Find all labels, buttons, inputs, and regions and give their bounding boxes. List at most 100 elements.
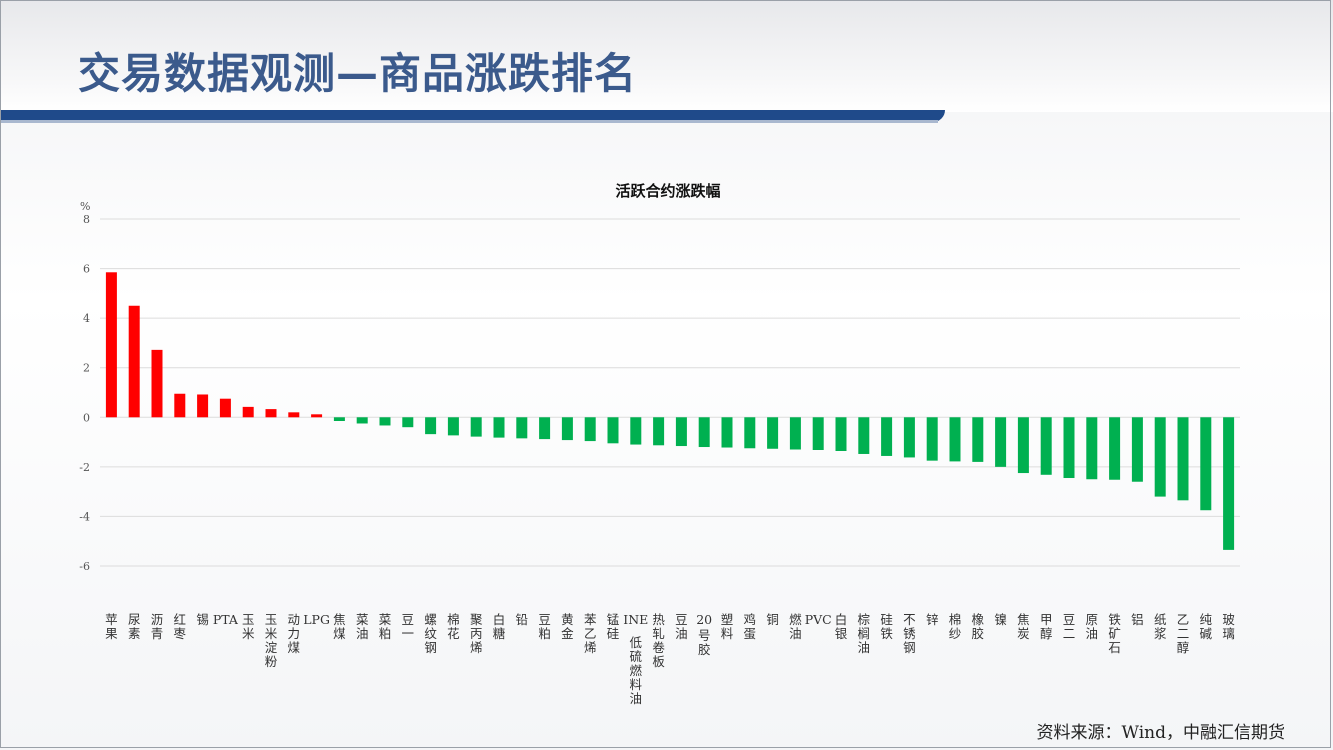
bar (767, 417, 779, 449)
category-label: 红枣 (174, 612, 187, 641)
bar (1017, 417, 1029, 474)
category-label: 热轧卷板 (652, 612, 665, 669)
category-label: 菜油 (356, 612, 369, 641)
bar (903, 417, 915, 458)
bar (539, 417, 551, 440)
category-label: 动力煤 (288, 612, 301, 655)
category-label: 不锈钢 (903, 612, 916, 655)
page-title: 交易数据观测—商品涨跌排名 (78, 49, 638, 98)
category-label: 玉米淀粉 (265, 612, 278, 669)
category-label: 苹果 (105, 612, 118, 641)
bar (265, 409, 277, 418)
category-label: 沥青 (151, 612, 164, 641)
category-label: 螺纹钢 (424, 612, 437, 655)
bar (379, 417, 391, 426)
y-tick-label: 0 (83, 411, 90, 424)
y-axis-unit-label: % (80, 200, 90, 213)
category-label: 乙二醇 (1177, 612, 1190, 655)
category-label: 菜粕 (379, 612, 392, 641)
category-label: 尿素 (128, 612, 141, 641)
category-label: 豆油 (675, 612, 688, 641)
bar (151, 349, 163, 418)
bar (516, 417, 528, 439)
data-source-note: 资料来源：Wind，中融汇信期货 (1036, 723, 1285, 743)
bar (1040, 417, 1052, 475)
category-label: LPG (303, 612, 330, 627)
y-tick-label: 6 (83, 263, 90, 276)
bar (698, 417, 710, 448)
category-label: 锰硅 (607, 612, 620, 641)
category-label: 豆一 (402, 612, 415, 641)
category-label: 铅 (516, 612, 529, 627)
category-label: 玉米 (242, 612, 255, 641)
bar (858, 417, 870, 454)
bar (949, 417, 961, 462)
bar (1063, 417, 1075, 479)
y-tick-label: -2 (79, 461, 90, 474)
bar (561, 417, 573, 441)
bar (1200, 417, 1212, 511)
category-label: 豆二 (1063, 612, 1076, 641)
bar (972, 417, 984, 462)
y-axis-ticks: 8 6 4 2 0 -2 -4 -6 (79, 213, 90, 573)
bar (721, 417, 733, 448)
bar (197, 394, 209, 418)
header-background (0, 0, 1333, 112)
bar (1154, 417, 1166, 497)
bar (1223, 417, 1235, 550)
category-label: PTA (213, 612, 239, 627)
y-tick-label: 8 (83, 213, 90, 226)
bar (470, 417, 482, 437)
category-label: PVC (805, 612, 832, 627)
bar (995, 417, 1007, 467)
bar (607, 417, 619, 444)
category-label: 铝 (1131, 612, 1144, 627)
category-label: 硅铁 (880, 612, 893, 641)
title-underline-accent (0, 120, 938, 123)
bar (789, 417, 801, 450)
category-label: 玻璃 (1222, 612, 1235, 641)
bar (333, 417, 345, 422)
bar (1177, 417, 1189, 501)
bar (128, 305, 140, 418)
bar (425, 417, 437, 435)
chart-title: 活跃合约涨跌幅 (615, 182, 720, 200)
bar (675, 417, 687, 447)
category-label: 聚丙烯 (470, 612, 483, 655)
bar (447, 417, 459, 436)
category-label: 黄金 (561, 612, 574, 641)
bar (630, 417, 642, 445)
category-label: 原油 (1086, 612, 1099, 641)
category-label: 苯乙烯 (584, 612, 597, 655)
bar (1086, 417, 1098, 480)
bar (174, 393, 186, 418)
bar (242, 406, 254, 418)
category-label: 20 号胶 (696, 612, 712, 657)
bar (744, 417, 756, 449)
gridlines (100, 218, 1240, 567)
category-label: 鸡蛋 (744, 612, 757, 641)
category-label: 锡 (196, 612, 209, 627)
category-label: 棉纱 (949, 612, 962, 641)
bar (926, 417, 938, 461)
bar (105, 272, 117, 418)
bar (835, 417, 847, 451)
y-tick-label: -4 (79, 510, 90, 523)
category-label: 锌 (926, 612, 939, 627)
category-label: 铁矿石 (1108, 612, 1121, 655)
category-label: 镍 (994, 612, 1007, 627)
title-underline-bar (0, 110, 945, 122)
category-label: 焦煤 (333, 612, 346, 641)
bar (219, 398, 231, 418)
category-label: 燃油 (789, 612, 802, 641)
category-label: 甲醇 (1040, 612, 1053, 641)
category-label: 纸浆 (1154, 612, 1167, 641)
bar (356, 417, 368, 424)
bar (584, 417, 596, 442)
category-label: 棕榈油 (858, 612, 871, 655)
category-label: 白糖 (493, 612, 506, 641)
y-tick-label: 4 (83, 312, 90, 325)
